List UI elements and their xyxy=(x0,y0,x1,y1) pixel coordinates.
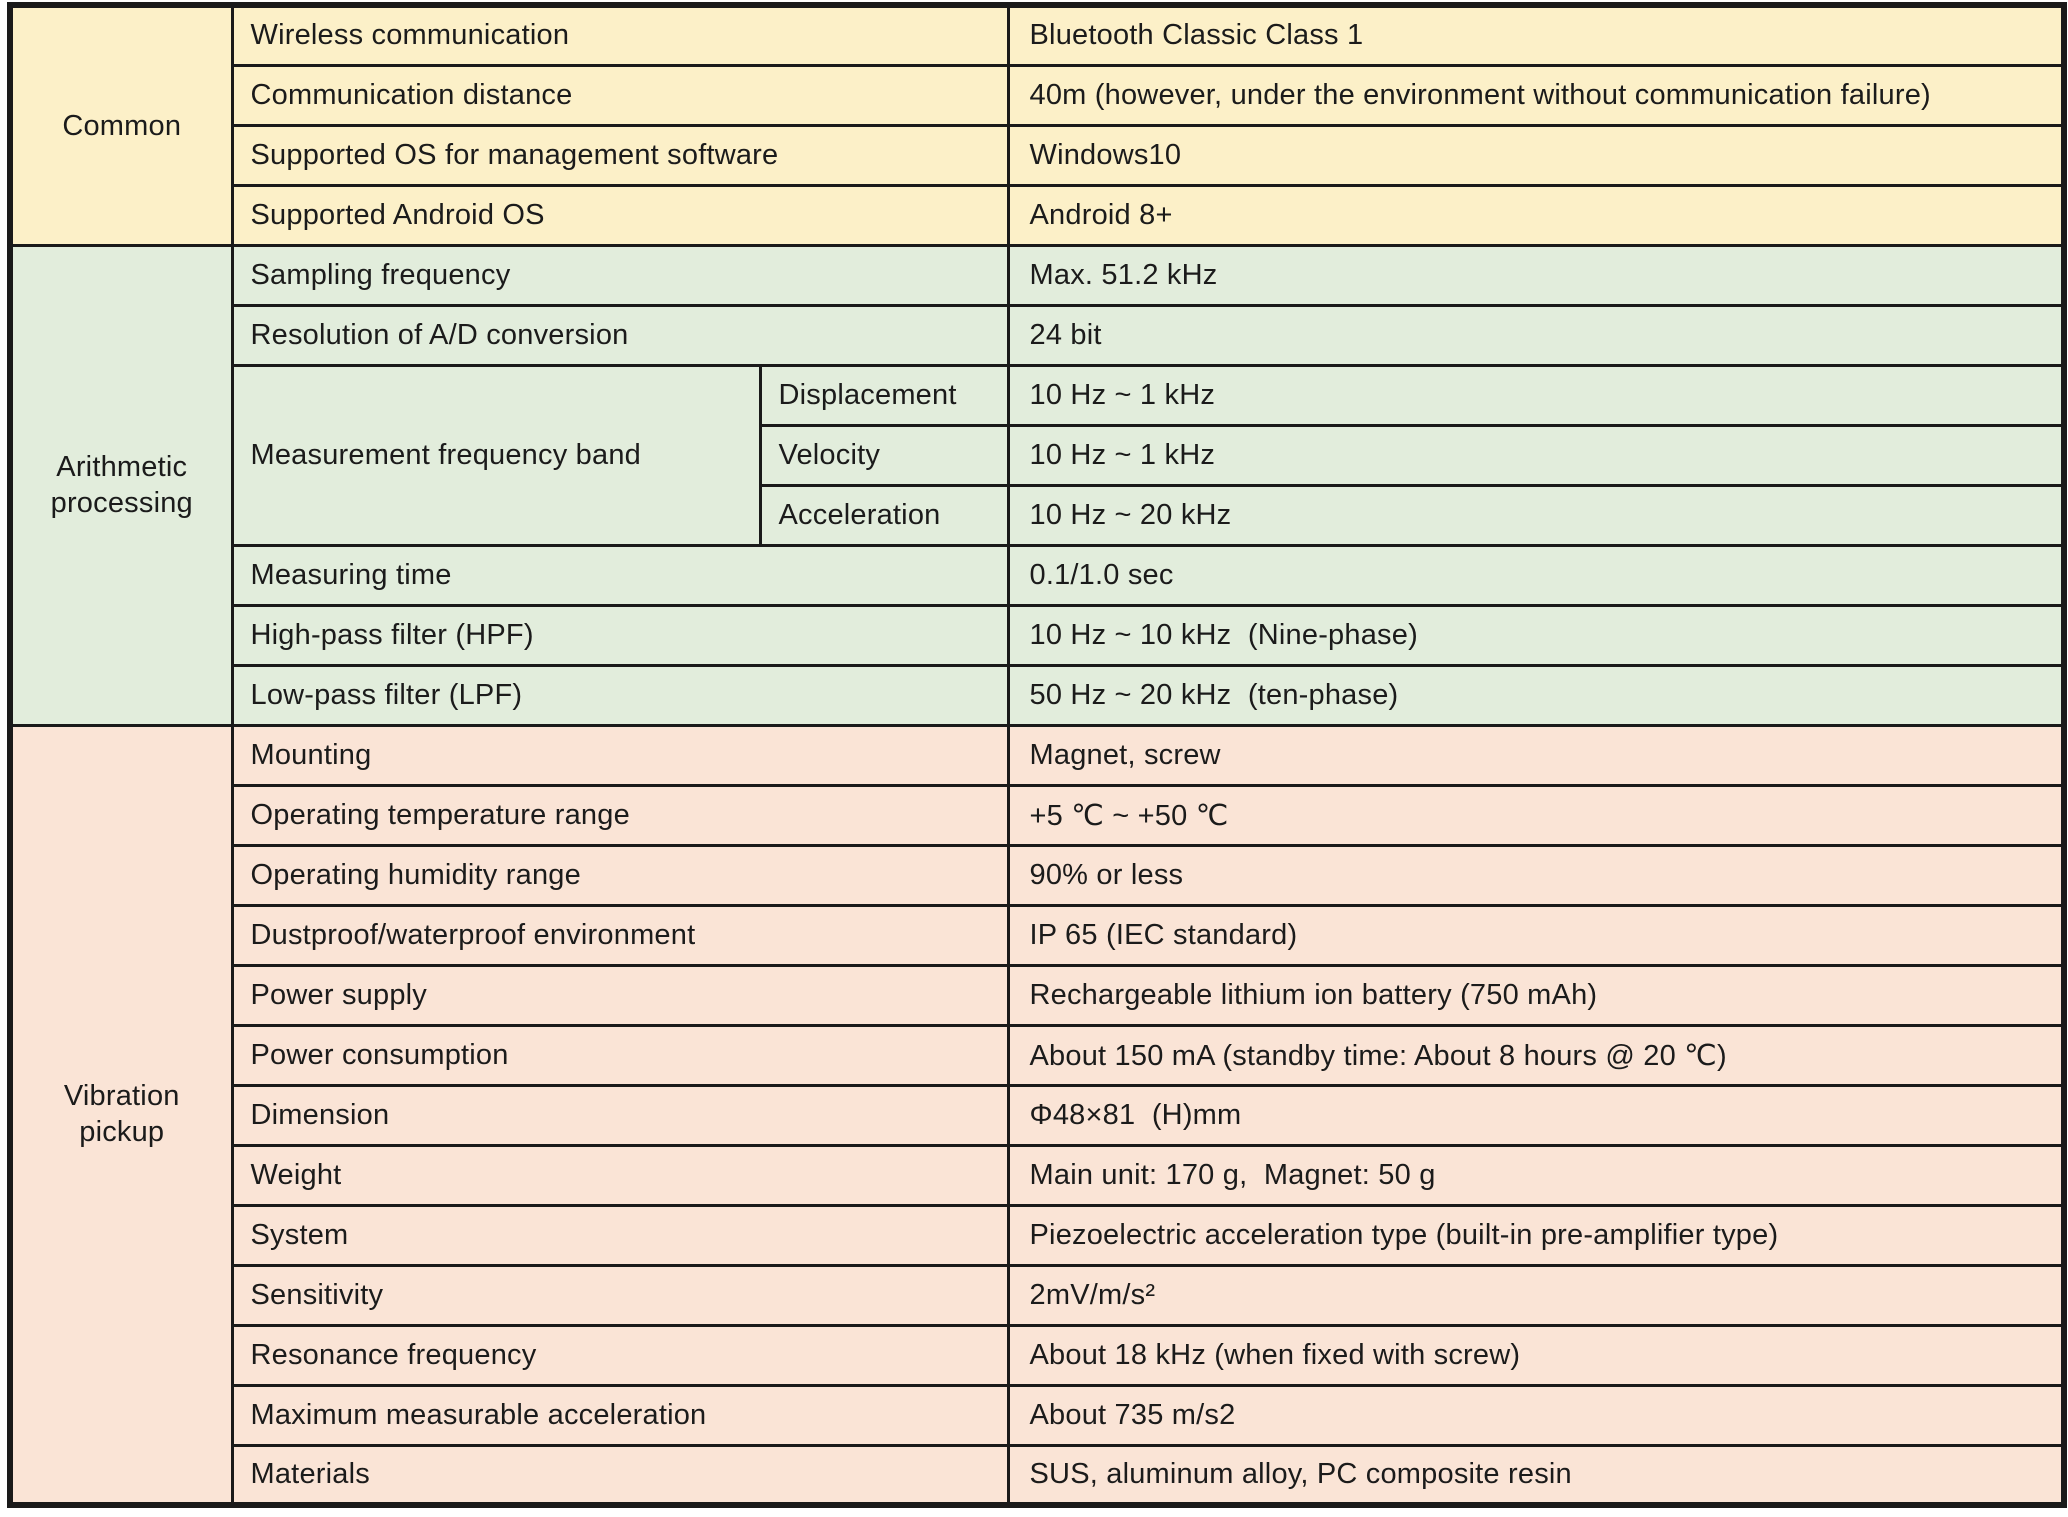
value-cell: 2mV/m/s² xyxy=(1006,1263,2066,1327)
table-row: Measurement frequency band Displacement … xyxy=(10,363,2066,547)
value-cell: Main unit: 170 g, Magnet: 50 g xyxy=(1006,1143,2066,1207)
value-cell: 40m (however, under the environment with… xyxy=(1006,63,2066,127)
attr-cell: Dimension xyxy=(230,1083,1010,1147)
attr-cell: Supported OS for management software xyxy=(230,123,1010,187)
attr-cell: Power consumption xyxy=(230,1023,1010,1087)
value-cell: Piezoelectric acceleration type (built-i… xyxy=(1006,1203,2066,1267)
attr-cell: Wireless communication xyxy=(230,3,1010,67)
table-row: Dimension Φ48×81 (H)mm xyxy=(10,1083,2066,1147)
value-cell: Windows10 xyxy=(1006,123,2066,187)
value-cell: IP 65 (IEC standard) xyxy=(1006,903,2066,967)
table-row: Weight Main unit: 170 g, Magnet: 50 g xyxy=(10,1143,2066,1207)
table-row: Supported Android OS Android 8+ xyxy=(10,183,2066,247)
table-row: Resonance frequency About 18 kHz (when f… xyxy=(10,1323,2066,1387)
table-row: Measuring time 0.1/1.0 sec xyxy=(10,543,2066,607)
attr-cell: Measuring time xyxy=(230,543,1010,607)
attr-cell: System xyxy=(230,1203,1010,1267)
value-cell: Android 8+ xyxy=(1006,183,2066,247)
attr-cell: Sensitivity xyxy=(230,1263,1010,1327)
table-row: Vibration pickup Mounting Magnet, screw xyxy=(8,723,2066,1507)
attr-cell: Supported Android OS xyxy=(230,183,1010,247)
table-row: Operating humidity range 90% or less xyxy=(10,843,2066,907)
value-cell: Φ48×81 (H)mm xyxy=(1006,1083,2066,1147)
value-cell: 24 bit xyxy=(1006,303,2066,367)
value-cell: Max. 51.2 kHz xyxy=(1006,243,2066,307)
value-cell: 90% or less xyxy=(1006,843,2066,907)
table-row: Operating temperature range +5 ℃ ~ +50 ℃ xyxy=(10,783,2066,847)
section-label-vibration-pickup: Vibration pickup xyxy=(8,723,234,1507)
table-row: Supported OS for management software Win… xyxy=(10,123,2066,187)
table-row: Arithmetic processing Sampling frequency… xyxy=(8,243,2066,727)
value-cell: 0.1/1.0 sec xyxy=(1006,543,2066,607)
table-row: Acceleration 10 Hz ~ 20 kHz xyxy=(10,483,2066,547)
table-row: Velocity 10 Hz ~ 1 kHz xyxy=(10,423,2066,487)
attr-cell: Dustproof/waterproof environment xyxy=(230,903,1010,967)
value-cell: 10 Hz ~ 1 kHz xyxy=(1006,363,2066,427)
attr-cell: Operating humidity range xyxy=(230,843,1010,907)
table-row: Dustproof/waterproof environment IP 65 (… xyxy=(10,903,2066,967)
value-cell: Rechargeable lithium ion battery (750 mA… xyxy=(1006,963,2066,1027)
attr-cell: Maximum measurable acceleration xyxy=(230,1383,1010,1447)
attr-cell-measurement-frequency-band: Measurement frequency band xyxy=(230,363,762,547)
table-row: Resolution of A/D conversion 24 bit xyxy=(10,303,2066,367)
table-row: System Piezoelectric acceleration type (… xyxy=(10,1203,2066,1267)
attr-cell: Operating temperature range xyxy=(230,783,1010,847)
table-row: Power consumption About 150 mA (standby … xyxy=(10,1023,2066,1087)
attr-cell: Communication distance xyxy=(230,63,1010,127)
value-cell: About 150 mA (standby time: About 8 hour… xyxy=(1006,1023,2066,1087)
value-cell: Bluetooth Classic Class 1 xyxy=(1006,3,2066,67)
value-cell: 10 Hz ~ 1 kHz xyxy=(1006,423,2066,487)
value-cell: 10 Hz ~ 10 kHz (Nine-phase) xyxy=(1006,603,2066,667)
attr-cell: High-pass filter (HPF) xyxy=(230,603,1010,667)
sub-attr-cell: Velocity xyxy=(758,423,1010,487)
attr-cell: Power supply xyxy=(230,963,1010,1027)
section-label-common: Common xyxy=(8,3,234,247)
table-row: Power supply Rechargeable lithium ion ba… xyxy=(10,963,2066,1027)
value-cell: Magnet, screw xyxy=(1006,723,2066,787)
attr-cell: Sampling frequency xyxy=(230,243,1010,307)
attr-cell: Low-pass filter (LPF) xyxy=(230,663,1010,727)
attr-cell: Mounting xyxy=(230,723,1010,787)
attr-cell: Resolution of A/D conversion xyxy=(230,303,1010,367)
table-row: Communication distance 40m (however, und… xyxy=(10,63,2066,127)
table-row: High-pass filter (HPF) 10 Hz ~ 10 kHz (N… xyxy=(10,603,2066,667)
table-row: Low-pass filter (LPF) 50 Hz ~ 20 kHz (te… xyxy=(10,663,2066,727)
table-row: Maximum measurable acceleration About 73… xyxy=(10,1383,2066,1447)
table-row: Common Wireless communication Bluetooth … xyxy=(8,3,2066,247)
section-label-arithmetic-processing: Arithmetic processing xyxy=(8,243,234,727)
value-cell: +5 ℃ ~ +50 ℃ xyxy=(1006,783,2066,847)
value-cell: SUS, aluminum alloy, PC composite resin xyxy=(1006,1443,2066,1507)
spec-table: Common Wireless communication Bluetooth … xyxy=(7,2,2068,1508)
attr-cell: Resonance frequency xyxy=(230,1323,1010,1387)
sub-attr-cell: Displacement xyxy=(758,363,1010,427)
table-row: Materials SUS, aluminum alloy, PC compos… xyxy=(10,1443,2066,1507)
value-cell: About 18 kHz (when fixed with screw) xyxy=(1006,1323,2066,1387)
value-cell: 10 Hz ~ 20 kHz xyxy=(1006,483,2066,547)
sub-attr-cell: Acceleration xyxy=(758,483,1010,547)
value-cell: About 735 m/s2 xyxy=(1006,1383,2066,1447)
attr-cell: Weight xyxy=(230,1143,1010,1207)
table-row: Sensitivity 2mV/m/s² xyxy=(10,1263,2066,1327)
attr-cell: Materials xyxy=(230,1443,1010,1507)
value-cell: 50 Hz ~ 20 kHz (ten-phase) xyxy=(1006,663,2066,727)
